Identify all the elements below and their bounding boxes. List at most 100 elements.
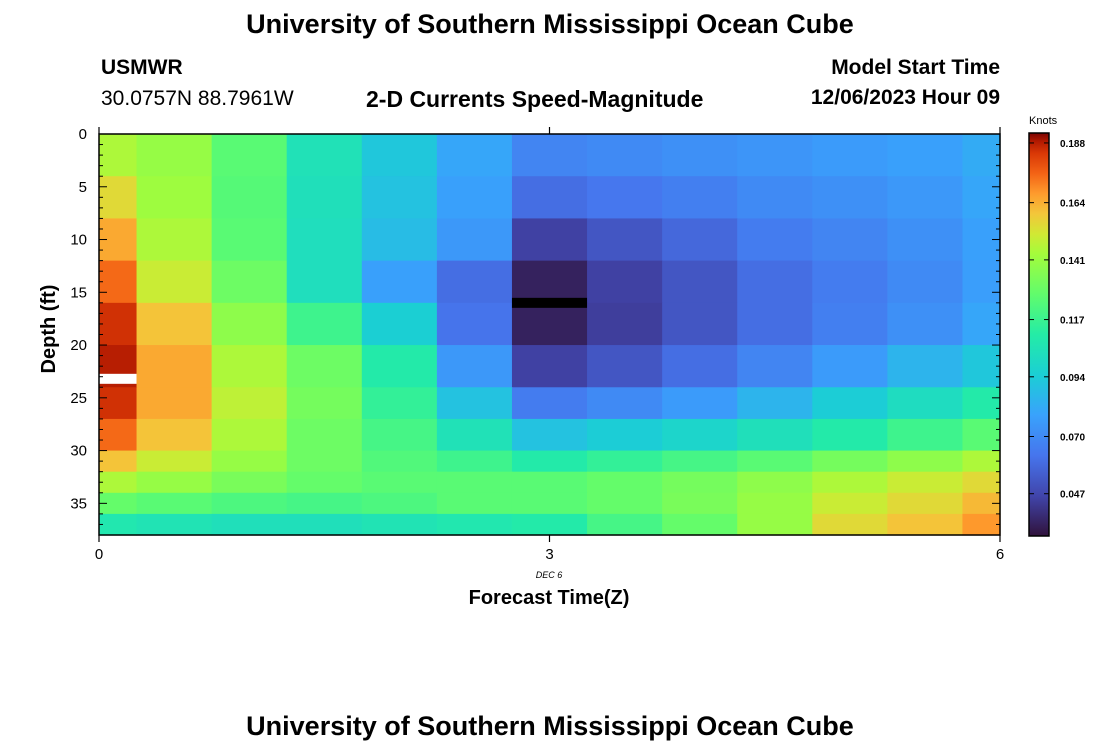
heatmap-cell <box>662 418 738 452</box>
heatmap-cell <box>737 418 813 452</box>
heatmap-cell <box>887 471 964 494</box>
heatmap-cell <box>587 492 663 515</box>
heatmap-cell <box>361 418 438 452</box>
heatmap-cell <box>99 418 138 452</box>
heatmap-cell <box>812 513 888 536</box>
heatmap-cell <box>99 134 138 177</box>
heatmap-cell <box>662 471 738 494</box>
station-coordinates: 30.0757N 88.7961W <box>101 87 294 110</box>
x-date-label: DEC 6 <box>536 570 563 580</box>
heatmap-cell <box>211 418 288 452</box>
marker-bars <box>99 297 588 384</box>
heatmap-cell <box>662 260 738 304</box>
heatmap-cell <box>737 134 813 177</box>
heatmap-cell <box>211 260 288 304</box>
heatmap-cell <box>662 387 738 420</box>
heatmap-cell <box>737 302 813 346</box>
heatmap-cell <box>211 302 288 346</box>
heatmap-cell <box>737 176 813 220</box>
heatmap-cell <box>436 345 513 388</box>
colorbar-tick-label: 0.164 <box>1060 199 1085 210</box>
heatmap-cell <box>587 302 663 346</box>
heatmap-cell <box>737 471 813 494</box>
heatmap-cell <box>286 492 363 515</box>
heatmap-cell <box>211 134 288 177</box>
heatmap-cell <box>99 450 138 473</box>
heatmap-cell <box>99 260 138 304</box>
heatmap-cell <box>587 260 663 304</box>
y-tick-label: 30 <box>70 443 87 460</box>
heatmap-cell <box>587 513 663 536</box>
heatmap-cell <box>812 134 888 177</box>
heatmap-cell <box>887 134 964 177</box>
marker-bar <box>99 373 137 384</box>
heatmap-cell <box>962 387 1001 420</box>
heatmap-cell <box>136 492 213 515</box>
heatmap-cell <box>511 134 588 177</box>
heatmap-cell <box>436 492 513 515</box>
heatmap-cell <box>812 345 888 388</box>
station-name: USMWR <box>101 56 183 79</box>
heatmap-cell <box>511 492 588 515</box>
heatmap-cell <box>662 492 738 515</box>
y-tick-label: 5 <box>79 179 87 196</box>
heatmap-cell <box>436 418 513 452</box>
heatmap-cell <box>436 134 513 177</box>
heatmap-cell <box>662 176 738 220</box>
heatmap-cell <box>662 450 738 473</box>
heatmap-cell <box>361 134 438 177</box>
heatmap-cell <box>737 513 813 536</box>
heatmap-cell <box>99 302 138 346</box>
heatmap-cell <box>136 387 213 420</box>
heatmap-cell <box>211 513 288 536</box>
heatmap-cell <box>962 513 1001 536</box>
heatmap-cell <box>136 176 213 220</box>
heatmap-cell <box>962 492 1001 515</box>
heatmap-cell <box>587 387 663 420</box>
heatmap-cell <box>436 218 513 262</box>
colorbar <box>1028 132 1050 537</box>
heatmap-cell <box>662 134 738 177</box>
heatmap-cell <box>962 134 1001 177</box>
heatmap-cell <box>136 418 213 452</box>
heatmap-cell <box>99 387 138 420</box>
heatmap-cell <box>587 345 663 388</box>
colorbar-tick-label: 0.094 <box>1060 373 1085 384</box>
y-axis-label: Depth (ft) <box>38 285 60 374</box>
heatmap-cell <box>737 450 813 473</box>
heatmap-cell <box>962 471 1001 494</box>
colorbar-title: Knots <box>1029 115 1058 127</box>
heatmap-cell <box>587 418 663 452</box>
heatmap-cell <box>211 450 288 473</box>
heatmap-cell <box>436 260 513 304</box>
heatmap-cell <box>361 387 438 420</box>
heatmap-cell <box>887 418 964 452</box>
heatmap-cell <box>662 218 738 262</box>
heatmap-cell <box>286 450 363 473</box>
heatmap-cell <box>962 345 1001 388</box>
heatmap-cell <box>286 218 363 262</box>
x-tick-label: 3 <box>545 546 553 563</box>
heatmap-cell <box>511 418 588 452</box>
heatmap-cell <box>286 513 363 536</box>
heatmap-cell <box>211 471 288 494</box>
chart-subtitle: 2-D Currents Speed-Magnitude <box>366 86 704 112</box>
heatmap-cells <box>99 134 1001 536</box>
heatmap-cell <box>361 513 438 536</box>
y-tick-label: 20 <box>70 337 87 354</box>
heatmap-cell <box>737 387 813 420</box>
heatmap-cell <box>286 387 363 420</box>
heatmap-cell <box>812 471 888 494</box>
heatmap-cell <box>511 218 588 262</box>
heatmap-cell <box>587 218 663 262</box>
heatmap-cell <box>587 176 663 220</box>
heatmap-cell <box>361 492 438 515</box>
heatmap-cell <box>361 176 438 220</box>
heatmap-cell <box>662 513 738 536</box>
heatmap-cell <box>962 260 1001 304</box>
heatmap-cell <box>361 345 438 388</box>
heatmap-cell <box>136 260 213 304</box>
heatmap-cell <box>436 471 513 494</box>
heatmap-cell <box>511 513 588 536</box>
heatmap-cell <box>587 471 663 494</box>
